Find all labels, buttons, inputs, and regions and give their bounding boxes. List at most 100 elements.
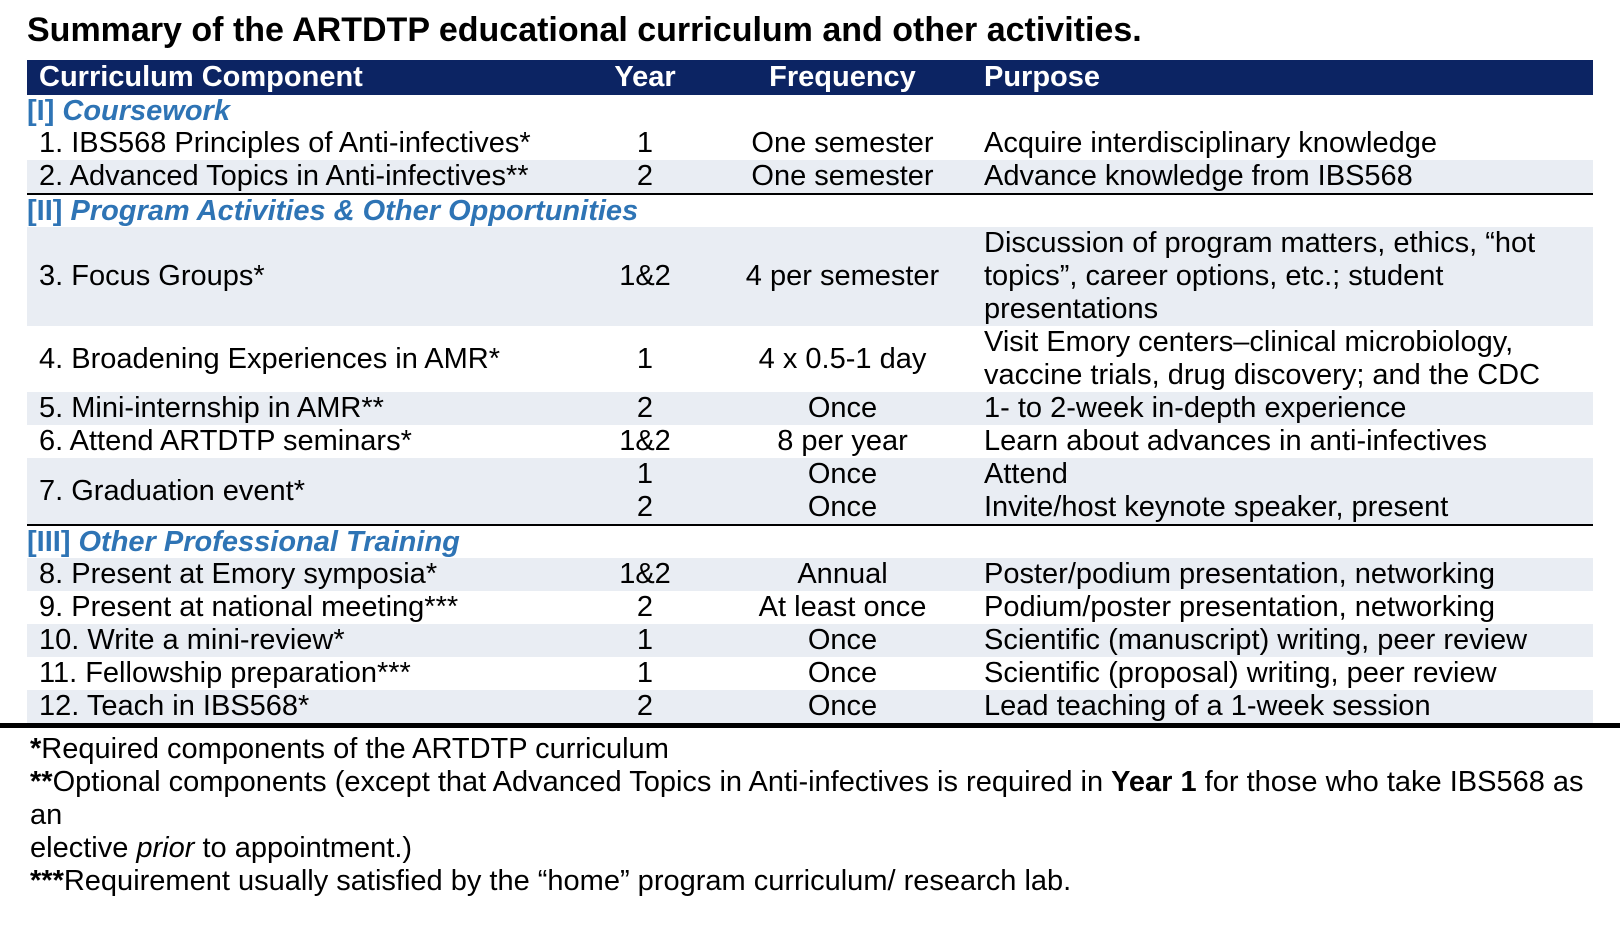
footnote-text: ** <box>30 766 53 798</box>
cell-year: 1 <box>636 127 654 159</box>
footnote-text: to appointment.) <box>194 832 413 864</box>
cell-year: 2 <box>636 160 654 192</box>
cell-purpose: Scientific (manuscript) writing, peer re… <box>984 624 1528 656</box>
footnote-text: Year 1 <box>1111 766 1197 798</box>
cell-component: 2. Advanced Topics in Anti-infectives** <box>39 160 529 192</box>
cell-component: 10. Write a mini-review* <box>39 624 345 656</box>
cell-year: 1 <box>636 624 654 656</box>
page-title: Summary of the ARTDTP educational curric… <box>27 11 1142 49</box>
table-row: 10. Write a mini-review* 1 Once Scientific … <box>27 624 1593 657</box>
cell-component: 3. Focus Groups* <box>39 260 265 292</box>
section-bracket: [III] <box>27 526 71 558</box>
cell-component: 1. IBS568 Principles of Anti-infectives* <box>39 127 531 159</box>
cell-component: 6. Attend ARTDTP seminars* <box>39 425 412 457</box>
footnote-text: *** <box>30 865 64 897</box>
column-header-frequency: Frequency <box>769 61 916 93</box>
table-row: 1. IBS568 Principles of Anti-infectives*… <box>27 127 1593 160</box>
cell-purpose: Lead teaching of a 1-week session <box>984 690 1431 722</box>
cell-purpose: Scientific (proposal) writing, peer revi… <box>984 657 1497 689</box>
footnote-text: Requirement usually satisfied by the “ho… <box>63 865 1072 897</box>
section-header-row: [I] Coursework <box>27 95 1593 127</box>
cell-component: 11. Fellowship preparation*** <box>39 657 411 689</box>
subrow-year: 1 <box>636 458 654 490</box>
cell-component: 7. Graduation event* <box>39 474 306 507</box>
table-row: 11. Fellowship preparation*** 1 Once Scient… <box>27 657 1593 690</box>
cell-frequency: Once <box>807 690 878 722</box>
section-bracket: [II] <box>27 195 63 227</box>
cell-purpose: Visit Emory centers–clinical microbiolog… <box>984 326 1541 391</box>
cell-frequency: 4 per semester <box>745 260 940 292</box>
table-row: 3. Focus Groups* 1&2 4 per semester Discuss… <box>27 227 1593 326</box>
footnote-text: * <box>30 733 42 765</box>
subrow-year: 2 <box>636 491 654 523</box>
subrow-frequency: Once <box>807 458 878 490</box>
column-header-purpose: Purpose <box>984 61 1101 93</box>
cell-purpose: Advance knowledge from IBS568 <box>984 160 1413 192</box>
cell-year: 1 <box>636 342 654 375</box>
section-header-row: [II] Program Activities & Other Opportuni… <box>27 193 1593 227</box>
curriculum-table: Curriculum Component Year Frequency Purp… <box>27 60 1593 723</box>
footnote: *Required components of the ARTDTP curri… <box>30 733 1595 766</box>
footnote-text: for those who take IBS568 as an <box>30 766 1584 831</box>
cell-purpose: Discussion of program matters, ethics, “… <box>984 227 1536 325</box>
table-row: 2. Advanced Topics in Anti-infectives** 2… <box>27 160 1593 193</box>
table-row: 8. Present at Emory symposia* 1&2 Annual Po… <box>27 558 1593 591</box>
cell-purpose: Learn about advances in anti-infectives <box>984 425 1487 457</box>
cell-frequency: 8 per year <box>777 425 908 457</box>
cell-frequency: At least once <box>758 591 927 623</box>
cell-component: 8. Present at Emory symposia* <box>39 558 438 590</box>
footnote-text: prior <box>136 832 195 864</box>
cell-frequency: Once <box>807 657 878 689</box>
cell-purpose: Podium/poster presentation, networking <box>984 591 1496 623</box>
cell-year: 2 <box>636 690 654 722</box>
section-header-row: [III] Other Professional Training <box>27 524 1593 558</box>
cell-frequency: Once <box>807 392 878 424</box>
footnote: ***Requirement usually satisfied by the … <box>30 865 1595 898</box>
cell-year: 2 <box>636 392 654 424</box>
table-header-row: Curriculum Component Year Frequency Purp… <box>27 60 1593 95</box>
footnotes: *Required components of the ARTDTP curri… <box>30 733 1595 898</box>
cell-frequency: One semester <box>751 160 934 192</box>
cell-component: 4. Broadening Experiences in AMR* <box>39 342 501 375</box>
cell-year: 1 <box>636 657 654 689</box>
cell-frequency: 4 x 0.5-1 day <box>758 342 927 375</box>
table-bottom-rule <box>0 723 1620 728</box>
cell-frequency: One semester <box>751 127 934 159</box>
table-row: 4. Broadening Experiences in AMR* 1 4 x 0.… <box>27 326 1593 392</box>
cell-year: 1&2 <box>619 260 671 292</box>
cell-component: 5. Mini-internship in AMR** <box>39 392 384 424</box>
cell-purpose: Poster/podium presentation, networking <box>984 558 1496 590</box>
cell-purpose: Acquire interdisciplinary knowledge <box>984 127 1437 159</box>
section-bracket: [I] <box>27 95 55 127</box>
cell-year: 2 <box>636 591 654 623</box>
cell-component: 12. Teach in IBS568* <box>39 690 310 722</box>
footnote-text: elective <box>30 832 137 864</box>
subrow-purpose: Attend <box>984 458 1068 490</box>
table-row: 9. Present at national meeting*** 2 At lea… <box>27 591 1593 624</box>
table-row: 7. Graduation event* 1 2 Once Once Attend Invi… <box>27 458 1593 524</box>
subrow-purpose: Invite/host keynote speaker, present <box>984 491 1449 523</box>
column-header-curriculum-component: Curriculum Component <box>39 61 363 93</box>
cell-frequency: Once Once <box>715 458 970 524</box>
table-row: 6. Attend ARTDTP seminars* 1&2 8 per year L… <box>27 425 1593 458</box>
cell-frequency: Annual <box>797 558 888 590</box>
section-title: Program Activities & Other Opportunities <box>70 195 639 227</box>
table-row: 5. Mini-internship in AMR** 2 Once 1- to 2-… <box>27 392 1593 425</box>
cell-component: 9. Present at national meeting*** <box>39 591 459 623</box>
cell-year: 1&2 <box>619 425 671 457</box>
cell-frequency: Once <box>807 624 878 656</box>
section-title: Other Professional Training <box>78 526 460 558</box>
footnote: **Optional components (except that Advan… <box>30 766 1595 865</box>
subrow-frequency: Once <box>807 491 878 523</box>
footnote-text: Required components of the ARTDTP curric… <box>41 733 669 765</box>
table-row: 12. Teach in IBS568* 2 Once Lead teaching o… <box>27 690 1593 723</box>
footnote-text: Optional components (except that Advance… <box>52 766 1112 798</box>
section-title: Coursework <box>62 95 230 127</box>
cell-year: 1&2 <box>619 558 671 590</box>
column-header-year: Year <box>614 61 676 93</box>
cell-purpose: 1- to 2-week in-depth experience <box>984 392 1407 424</box>
table-body: [I] Coursework 1. IBS568 Principles of Ant… <box>27 95 1593 723</box>
cell-purpose: Attend Invite/host keynote speaker, prese… <box>970 458 1593 524</box>
